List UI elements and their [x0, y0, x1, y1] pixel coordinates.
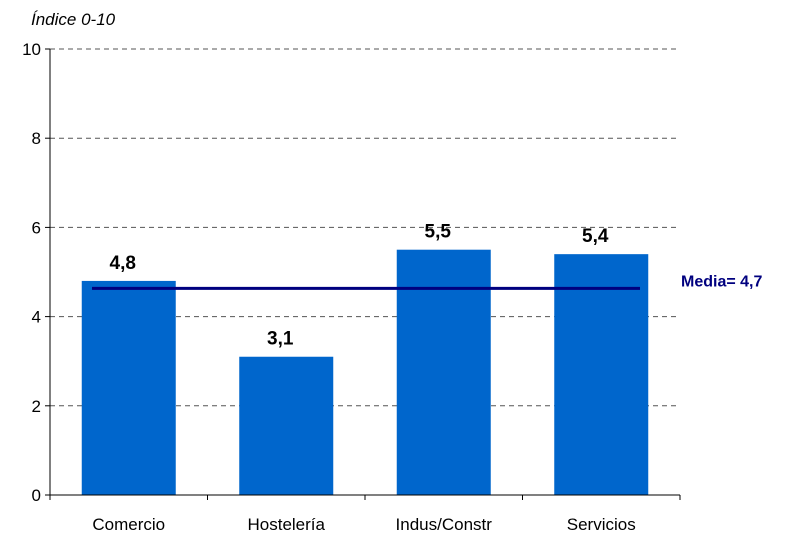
y-tick-label: 4 [32, 308, 41, 327]
y-tick-label: 8 [32, 129, 41, 148]
bar [554, 254, 649, 495]
bar-value-label: 4,8 [110, 253, 136, 274]
y-tick-label: 6 [32, 218, 41, 237]
x-tick-label: Servicios [567, 515, 636, 534]
y-tick-label: 0 [32, 486, 41, 505]
bar-value-label: 5,5 [425, 222, 452, 243]
labels: 0 2 4 6 8 10 4,8 Comercio 3,1 Hostelería 5,5 Indus/… [22, 40, 636, 534]
bar-value-label: 3,1 [267, 329, 294, 350]
x-tick-label: Indus/Constr [396, 515, 493, 534]
bar-value-label: 5,4 [582, 226, 609, 247]
x-tick-label: Hostelería [248, 515, 326, 534]
mean-label: Media= 4,7 [681, 273, 762, 290]
x-tick-label: Comercio [92, 515, 165, 534]
bar [396, 249, 491, 495]
bar [239, 356, 334, 495]
y-tick-label: 2 [32, 397, 41, 416]
bar [81, 280, 176, 495]
reference-line-group: Media= 4,7 [92, 273, 762, 290]
bars [81, 249, 649, 495]
y-tick-label: 10 [22, 40, 41, 59]
y-axis-title: Índice 0-10 [31, 10, 116, 29]
ticks [45, 48, 681, 500]
